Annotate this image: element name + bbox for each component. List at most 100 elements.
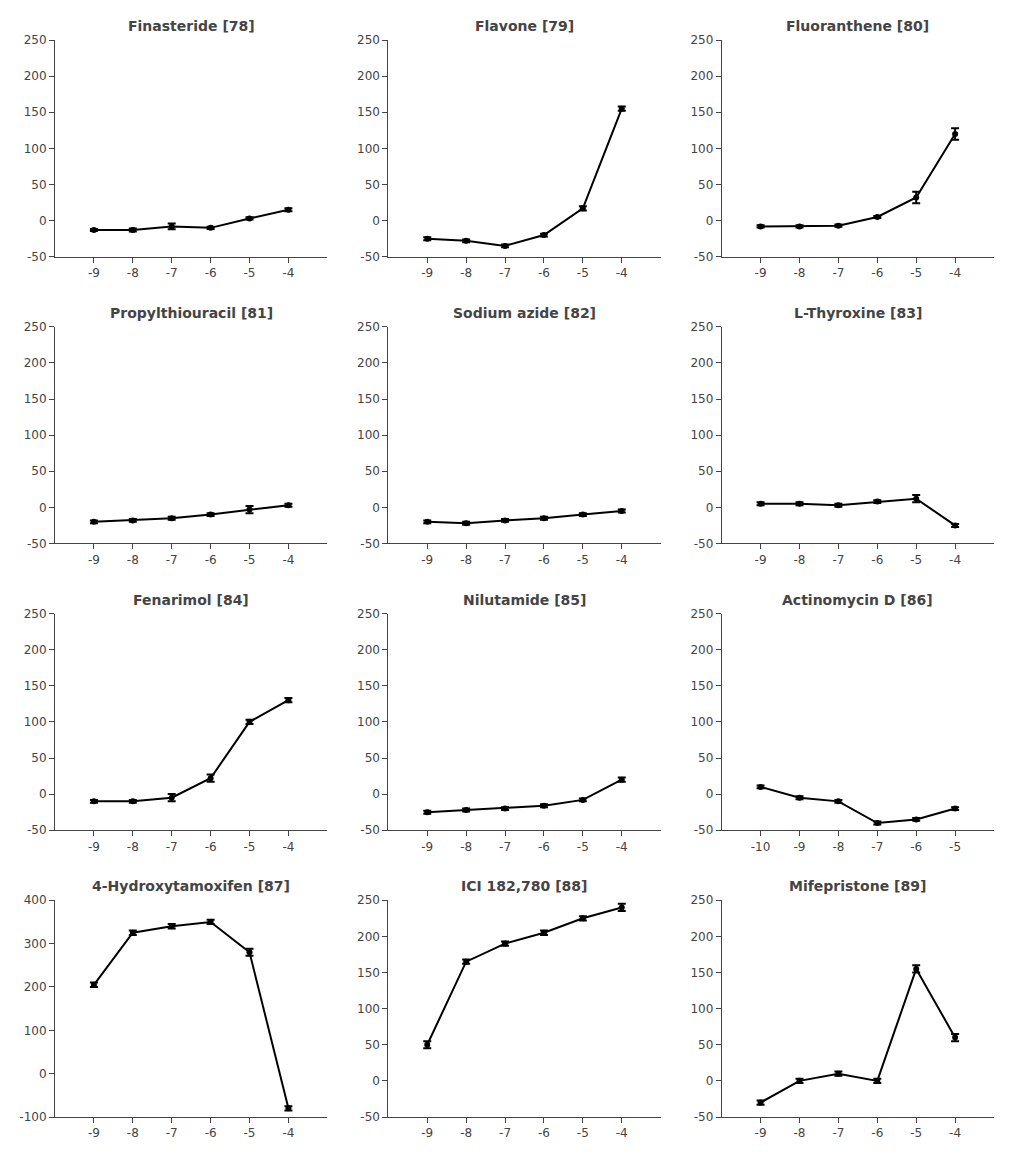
svg-text:-7: -7: [166, 553, 178, 567]
svg-text:-6: -6: [538, 553, 550, 567]
svg-text:0: 0: [39, 214, 47, 228]
svg-text:200: 200: [357, 356, 380, 370]
svg-text:250: 250: [357, 893, 380, 907]
svg-text:0: 0: [39, 1067, 47, 1081]
svg-text:50: 50: [365, 178, 380, 192]
svg-text:150: 150: [357, 679, 380, 693]
svg-text:-7: -7: [499, 840, 511, 854]
svg-text:400: 400: [24, 893, 47, 907]
svg-text:-5: -5: [244, 840, 256, 854]
svg-text:-8: -8: [460, 1126, 472, 1140]
svg-text:-8: -8: [127, 553, 139, 567]
svg-text:200: 200: [690, 356, 713, 370]
svg-text:-8: -8: [127, 840, 139, 854]
svg-text:250: 250: [24, 320, 47, 334]
svg-text:200: 200: [24, 356, 47, 370]
svg-text:-7: -7: [499, 266, 511, 280]
svg-text:100: 100: [690, 142, 713, 156]
svg-text:50: 50: [365, 1038, 380, 1052]
svg-text:-50: -50: [360, 537, 380, 551]
svg-text:150: 150: [24, 105, 47, 119]
svg-text:100: 100: [357, 715, 380, 729]
svg-text:0: 0: [372, 1074, 380, 1088]
svg-text:100: 100: [690, 715, 713, 729]
svg-text:0: 0: [706, 787, 714, 801]
svg-text:0: 0: [706, 501, 714, 515]
svg-text:150: 150: [690, 105, 713, 119]
svg-text:50: 50: [365, 751, 380, 765]
svg-text:-4: -4: [949, 553, 961, 567]
svg-text:-100: -100: [19, 1110, 46, 1124]
svg-text:100: 100: [357, 1002, 380, 1016]
svg-text:-8: -8: [127, 1126, 139, 1140]
svg-text:-4: -4: [949, 266, 961, 280]
svg-text:50: 50: [698, 178, 713, 192]
svg-text:-7: -7: [832, 1126, 844, 1140]
svg-text:-5: -5: [244, 553, 256, 567]
svg-text:250: 250: [690, 320, 713, 334]
svg-text:50: 50: [698, 464, 713, 478]
svg-text:-6: -6: [538, 266, 550, 280]
svg-text:Actinomycin D [86]: Actinomycin D [86]: [782, 592, 933, 608]
svg-text:50: 50: [698, 751, 713, 765]
svg-text:-6: -6: [205, 553, 217, 567]
svg-text:4-Hydroxytamoxifen [87]: 4-Hydroxytamoxifen [87]: [92, 878, 290, 894]
svg-text:-10: -10: [751, 840, 771, 854]
svg-text:-9: -9: [755, 266, 767, 280]
svg-text:150: 150: [357, 392, 380, 406]
svg-text:-9: -9: [755, 1126, 767, 1140]
svg-text:100: 100: [24, 428, 47, 442]
svg-text:-9: -9: [88, 553, 100, 567]
svg-text:ICI 182,780 [88]: ICI 182,780 [88]: [461, 878, 588, 894]
svg-text:-4: -4: [616, 840, 628, 854]
svg-text:-50: -50: [694, 250, 714, 264]
svg-text:100: 100: [24, 142, 47, 156]
svg-text:0: 0: [39, 501, 47, 515]
svg-text:250: 250: [690, 33, 713, 47]
svg-text:-9: -9: [421, 553, 433, 567]
svg-text:250: 250: [357, 320, 380, 334]
svg-text:-5: -5: [244, 266, 256, 280]
svg-text:-50: -50: [360, 1110, 380, 1124]
svg-text:Mifepristone [89]: Mifepristone [89]: [789, 878, 926, 894]
svg-text:-7: -7: [832, 266, 844, 280]
svg-text:-6: -6: [871, 1126, 883, 1140]
svg-text:-6: -6: [871, 553, 883, 567]
svg-text:-6: -6: [205, 266, 217, 280]
svg-text:100: 100: [24, 715, 47, 729]
svg-text:250: 250: [24, 33, 47, 47]
svg-text:250: 250: [24, 607, 47, 621]
svg-text:200: 200: [357, 930, 380, 944]
svg-text:150: 150: [24, 679, 47, 693]
svg-text:-7: -7: [871, 840, 883, 854]
svg-text:50: 50: [31, 751, 46, 765]
svg-text:-7: -7: [166, 266, 178, 280]
svg-text:250: 250: [690, 607, 713, 621]
svg-text:100: 100: [357, 142, 380, 156]
svg-text:-4: -4: [282, 553, 294, 567]
svg-text:-50: -50: [694, 823, 714, 837]
svg-text:100: 100: [690, 1002, 713, 1016]
svg-text:250: 250: [357, 607, 380, 621]
svg-text:-5: -5: [910, 266, 922, 280]
svg-text:-5: -5: [577, 1126, 589, 1140]
svg-text:300: 300: [24, 937, 47, 951]
svg-text:0: 0: [372, 501, 380, 515]
svg-text:-8: -8: [127, 266, 139, 280]
svg-text:200: 200: [690, 643, 713, 657]
svg-text:Sodium azide [82]: Sodium azide [82]: [453, 305, 596, 321]
svg-text:-9: -9: [755, 553, 767, 567]
svg-text:-8: -8: [794, 1126, 806, 1140]
svg-text:200: 200: [24, 69, 47, 83]
svg-text:-8: -8: [460, 266, 472, 280]
svg-text:-4: -4: [282, 1126, 294, 1140]
svg-text:-6: -6: [205, 840, 217, 854]
svg-text:200: 200: [690, 69, 713, 83]
svg-text:-50: -50: [27, 823, 47, 837]
svg-text:-5: -5: [577, 266, 589, 280]
svg-text:150: 150: [357, 105, 380, 119]
svg-text:-7: -7: [166, 1126, 178, 1140]
svg-text:0: 0: [706, 214, 714, 228]
svg-text:200: 200: [357, 643, 380, 657]
svg-text:0: 0: [372, 214, 380, 228]
